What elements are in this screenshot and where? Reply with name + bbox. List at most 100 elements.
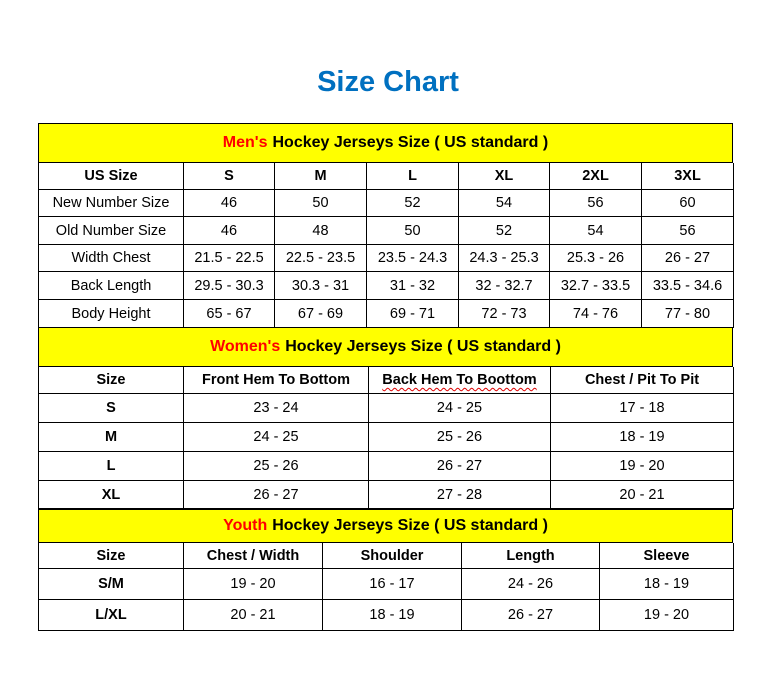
table-cell: 54 (550, 217, 642, 245)
cell-text: 27 - 28 (436, 486, 483, 503)
cell-text: 56 (679, 222, 696, 239)
row-label: Old Number Size (39, 217, 184, 245)
cell-text: L (106, 458, 116, 474)
cell-text: 32 - 32.7 (475, 277, 533, 294)
cell-text: 25 - 26 (436, 429, 483, 445)
table-cell: 24.3 - 25.3 (459, 245, 550, 272)
table-cell: 24 - 25 (369, 394, 551, 423)
cell-text: 54 (587, 222, 604, 239)
table-cell: 26 - 27 (184, 481, 369, 509)
men-heading-text: Hockey Jerseys Size ( US standard ) (272, 134, 549, 151)
cell-text: M (314, 168, 327, 184)
table-cell: 23 - 24 (184, 394, 369, 423)
table-cell: 25.3 - 26 (550, 245, 642, 272)
cell-text: US Size (84, 168, 138, 184)
column-header: Size (39, 367, 184, 394)
table-cell: 18 - 19 (600, 569, 734, 600)
cell-text: Shoulder (360, 547, 424, 564)
cell-text: Chest / Width (206, 547, 300, 564)
cell-text: 29.5 - 30.3 (194, 277, 264, 294)
cell-text: 54 (495, 195, 513, 211)
table-cell: 24 - 25 (184, 423, 369, 452)
column-header: Chest / Width (184, 543, 323, 569)
cell-text: 24 - 25 (436, 400, 483, 416)
table-cell: 19 - 20 (551, 452, 734, 481)
column-header: Back Hem To Boottom (369, 367, 551, 394)
row-label: L/XL (39, 600, 184, 631)
cell-text: 31 - 32 (389, 277, 436, 294)
column-header: Chest / Pit To Pit (551, 367, 734, 394)
table-cell: 21.5 - 22.5 (184, 245, 275, 272)
cell-text: 3XL (674, 168, 701, 184)
table-cell: 29.5 - 30.3 (184, 272, 275, 300)
table-cell: 69 - 71 (367, 300, 459, 328)
cell-text: Sleeve (643, 547, 690, 564)
cell-text: 18 - 19 (619, 429, 665, 445)
column-header: Front Hem To Bottom (184, 367, 369, 394)
table-cell: 32 - 32.7 (459, 272, 550, 300)
table-cell: 31 - 32 (367, 272, 459, 300)
cell-text: 52 (404, 195, 421, 211)
cell-text: 19 - 20 (643, 607, 690, 623)
column-header: Sleeve (600, 543, 734, 569)
table-cell: 19 - 20 (600, 600, 734, 631)
cell-text: 72 - 73 (481, 305, 527, 322)
table-cell: 50 (367, 217, 459, 245)
cell-text: 56 (587, 195, 604, 211)
table-cell: 65 - 67 (184, 300, 275, 328)
cell-text: 30.3 - 31 (291, 277, 350, 294)
cell-text: 2XL (582, 168, 609, 184)
cell-text: Back Length (70, 277, 152, 294)
cell-text: 17 - 18 (619, 400, 665, 416)
table-cell: 60 (642, 190, 734, 217)
table-cell: 52 (459, 217, 550, 245)
column-header: Size (39, 543, 184, 569)
cell-text: XL (101, 486, 121, 503)
table-cell: 16 - 17 (323, 569, 462, 600)
men-heading-accent: Men's (222, 134, 268, 151)
table-cell: 25 - 26 (184, 452, 369, 481)
table-cell: 17 - 18 (551, 394, 734, 423)
cell-text: 26 - 27 (253, 486, 299, 503)
cell-text: 18 - 19 (369, 607, 415, 623)
table-cell: 46 (184, 190, 275, 217)
table-cell: 32.7 - 33.5 (550, 272, 642, 300)
table-cell: 26 - 27 (642, 245, 734, 272)
men-section-heading: Men's Hockey Jerseys Size ( US standard ) (38, 123, 733, 163)
cell-text: Width Chest (71, 250, 151, 266)
row-label: S (39, 394, 184, 423)
table-cell: 72 - 73 (459, 300, 550, 328)
cell-text: 19 - 20 (230, 576, 276, 592)
table-cell: 26 - 27 (369, 452, 551, 481)
table-cell: 24 - 26 (462, 569, 600, 600)
cell-text: Back Hem To Boottom (382, 372, 537, 388)
cell-text: 48 (312, 222, 329, 239)
table-cell: 18 - 19 (323, 600, 462, 631)
cell-text: Body Height (71, 305, 151, 322)
cell-text: 50 (404, 222, 421, 239)
women-grid: Size Front Hem To Bottom Back Hem To Boott… (38, 367, 734, 509)
cell-text: 52 (495, 222, 513, 239)
cell-text: 24 - 26 (507, 576, 554, 592)
cell-text: 25.3 - 26 (566, 250, 625, 266)
row-label: Back Length (39, 272, 184, 300)
cell-text: New Number Size (52, 195, 170, 211)
table-cell: 74 - 76 (550, 300, 642, 328)
table-cell: 25 - 26 (369, 423, 551, 452)
women-section-heading: Women's Hockey Jerseys Size ( US standard… (38, 327, 733, 367)
cell-text: Chest / Pit To Pit (584, 372, 700, 388)
cell-text: 23.5 - 24.3 (377, 250, 448, 266)
column-header: 3XL (642, 163, 734, 190)
cell-text: 23 - 24 (253, 400, 299, 416)
cell-text: 46 (220, 195, 238, 211)
cell-text: 69 - 71 (389, 305, 436, 322)
cell-text: 16 - 17 (369, 576, 415, 592)
cell-text: 46 (220, 222, 238, 239)
row-label: L (39, 452, 184, 481)
cell-text: 26 - 27 (507, 607, 554, 623)
men-grid: US Size S M L XL 2XL 3XL New Number Size 46 50 52 5… (38, 163, 734, 328)
page-title: Size Chart (317, 66, 459, 98)
column-header: Shoulder (323, 543, 462, 569)
cell-text: 21.5 - 22.5 (194, 250, 264, 266)
men-size-table: Men's Hockey Jerseys Size ( US standard )… (38, 123, 734, 328)
